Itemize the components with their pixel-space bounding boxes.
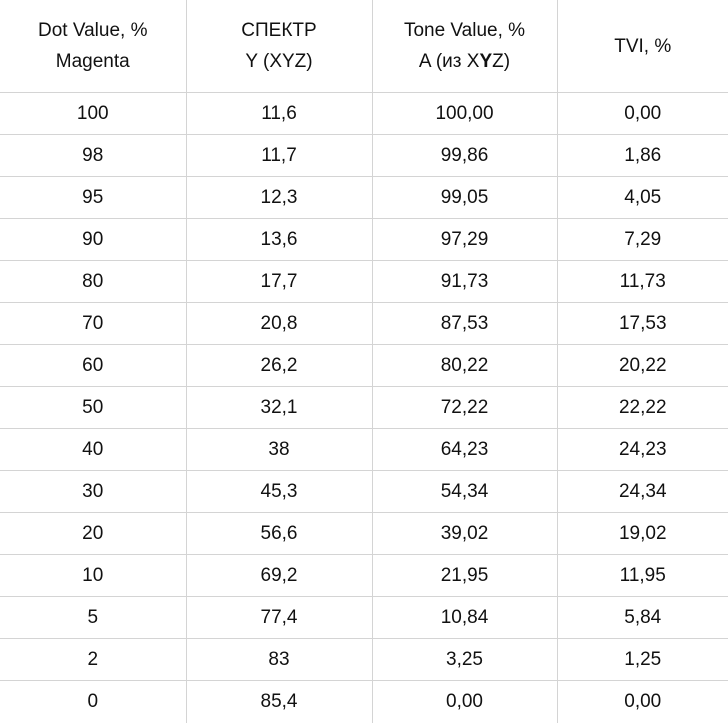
spectr-y-cell: 11,7	[186, 134, 373, 177]
tone-value-cell: 64,23	[372, 428, 558, 471]
header-tone-value-line2-post: Z)	[492, 51, 511, 72]
table-row: 0 85,4 0,00 0,00	[0, 680, 728, 723]
tone-value-cell: 72,22	[372, 386, 558, 429]
table-row: 100 11,6 100,00 0,00	[0, 92, 728, 135]
header-tvi: TVI, %	[557, 0, 728, 93]
tvi-cell: 0,00	[557, 92, 728, 135]
spectr-y-cell: 26,2	[186, 344, 373, 387]
dot-value-cell: 30	[0, 470, 187, 513]
tvi-cell: 11,73	[557, 260, 728, 303]
dot-value-cell: 60	[0, 344, 187, 387]
tvi-cell: 5,84	[557, 596, 728, 639]
header-spectr: СПЕКТР Y (XYZ)	[186, 0, 373, 93]
header-row: Dot Value, % Magenta СПЕКТР Y (XYZ) Tone…	[0, 0, 728, 93]
tvi-cell: 7,29	[557, 218, 728, 261]
header-tone-value-line1: Tone Value, %	[403, 20, 526, 41]
tvi-cell: 0,00	[624, 691, 662, 712]
tone-value-cell: 80,22	[372, 344, 558, 387]
header-tone-value-line2: A (из XYZ)	[373, 46, 557, 77]
spectr-y-cell: 85,4	[186, 680, 373, 723]
tvi-cell: 17,53	[557, 302, 728, 345]
tone-value-cell: 54,34	[372, 470, 558, 513]
dot-value-cell: 40	[0, 428, 187, 471]
table-row: 10 69,2 21,95 11,95	[0, 554, 728, 597]
tone-value-cell: 100,00	[372, 92, 558, 135]
tvi-cell: 20,22	[557, 344, 728, 387]
header-dot-value: Dot Value, % Magenta	[0, 0, 187, 93]
table-row: 2 83 3,25 1,25	[0, 638, 728, 681]
table-header: Dot Value, % Magenta СПЕКТР Y (XYZ) Tone…	[0, 0, 728, 93]
table-row: 5 77,4 10,84 5,84	[0, 596, 728, 639]
table-row: 20 56,6 39,02 19,02	[0, 512, 728, 555]
header-dot-value-line1: Dot Value, %	[38, 20, 148, 41]
spectr-y-cell: 69,2	[186, 554, 373, 597]
spectr-y-cell: 11,6	[186, 92, 373, 135]
tone-value-cell: 97,29	[372, 218, 558, 261]
spectr-y-cell: 12,3	[186, 176, 373, 219]
dot-value-cell: 10	[0, 554, 187, 597]
tone-value-cell: 99,86	[372, 134, 558, 177]
tone-value-cell: 99,05	[372, 176, 558, 219]
spectr-y-cell: 77,4	[186, 596, 373, 639]
spectr-y-cell: 13,6	[186, 218, 373, 261]
header-spectr-line1: СПЕКТР	[241, 20, 317, 41]
tone-value-cell: 3,25	[372, 638, 558, 681]
table-row: 95 12,3 99,05 4,05	[0, 176, 728, 219]
tone-value-cell: 91,73	[372, 260, 558, 303]
dot-value-cell: 95	[0, 176, 187, 219]
spectr-y-cell: 38	[186, 428, 373, 471]
tvi-cell: 1,25	[557, 638, 728, 681]
table-row: 30 45,3 54,34 24,34	[0, 470, 728, 513]
header-dot-value-line2: Magenta	[55, 51, 130, 72]
table-row: 50 32,1 72,22 22,22	[0, 386, 728, 429]
table-row: 40 38 64,23 24,23	[0, 428, 728, 471]
header-tvi-line1: TVI, %	[614, 35, 672, 57]
spectr-y-cell: 45,3	[186, 470, 373, 513]
tvi-cell: 24,34	[557, 470, 728, 513]
table-row: 70 20,8 87,53 17,53	[0, 302, 728, 345]
tone-value-cell: 21,95	[372, 554, 558, 597]
dot-value-cell: 70	[0, 302, 187, 345]
tone-value-cell: 87,53	[372, 302, 558, 345]
tone-value-cell: 39,02	[372, 512, 558, 555]
table-row: 90 13,6 97,29 7,29	[0, 218, 728, 261]
table-row: 60 26,2 80,22 20,22	[0, 344, 728, 387]
tvi-cell: 24,23	[557, 428, 728, 471]
dot-value-cell: 50	[0, 386, 187, 429]
header-spectr-line2: Y (XYZ)	[245, 51, 313, 72]
table-body: 100 11,6 100,00 0,00 98 11,7 99,86 1,86 95 12,3 99…	[0, 92, 728, 723]
header-tone-value-line2-bold: Y	[479, 51, 493, 72]
tone-value-cell: 0,00	[372, 680, 558, 723]
dot-value-cell: 90	[0, 218, 187, 261]
header-tone-value-line2-pre: A (из X	[418, 51, 480, 72]
tone-value-cell: 10,84	[372, 596, 558, 639]
dot-value-cell: 98	[0, 134, 187, 177]
dot-value-cell: 5	[0, 596, 187, 639]
dot-value-cell: 100	[0, 92, 187, 135]
spectr-y-cell: 32,1	[186, 386, 373, 429]
dot-value-cell: 0	[0, 680, 187, 723]
tvi-cell: 4,05	[557, 176, 728, 219]
table-row: 80 17,7 91,73 11,73	[0, 260, 728, 303]
dot-value-cell: 2	[0, 638, 187, 681]
tvi-cell: 1,86	[557, 134, 728, 177]
tvi-cell: 22,22	[557, 386, 728, 429]
dot-value-cell: 80	[0, 260, 187, 303]
table-row: 98 11,7 99,86 1,86	[0, 134, 728, 177]
tvi-cell: 19,02	[557, 512, 728, 555]
header-tone-value: Tone Value, % A (из XYZ)	[372, 0, 558, 93]
spectr-y-cell: 17,7	[186, 260, 373, 303]
spectr-y-cell: 20,8	[186, 302, 373, 345]
spectr-y-cell: 56,6	[186, 512, 373, 555]
dot-value-cell: 20	[0, 512, 187, 555]
tvi-cell: 11,95	[557, 554, 728, 597]
spectr-y-cell: 83	[186, 638, 373, 681]
